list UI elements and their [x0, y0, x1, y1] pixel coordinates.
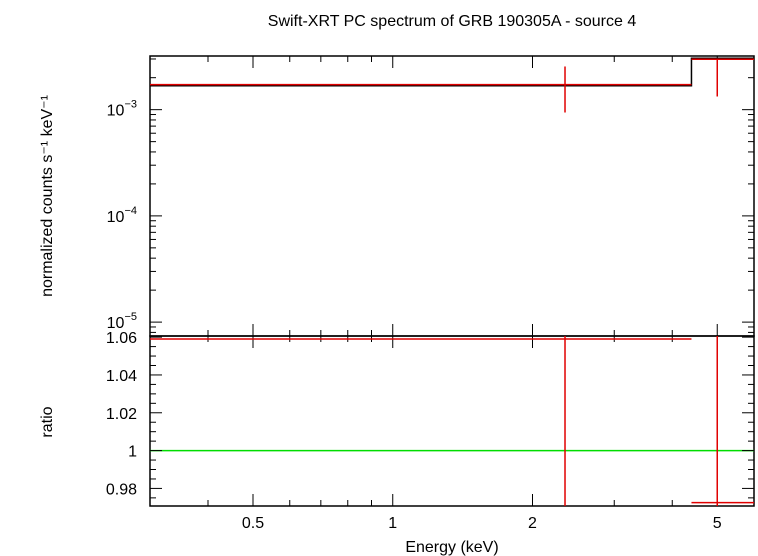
- y-tick-label: 10−3: [107, 99, 137, 120]
- top-y-ticks: 10−3 10−4 10−5: [107, 58, 754, 333]
- spectrum-data: [150, 58, 754, 113]
- x-tick-label: 5: [713, 515, 722, 532]
- model-step: [150, 57, 754, 87]
- bottom-y-ticks: 1.06 1.04 1.02 1 0.98: [106, 330, 754, 498]
- y-tick-label: 0.98: [106, 481, 137, 498]
- bottom-y-axis-label: ratio: [39, 406, 56, 437]
- top-x-ticks: [149, 56, 755, 336]
- top-y-axis-label: normalized counts s⁻¹ keV⁻¹: [39, 95, 56, 297]
- bottom-x-ticks: 0.5 1 2 5: [149, 336, 755, 532]
- top-panel: 10−3 10−4 10−5 normalized counts s⁻¹ keV⁻¹: [39, 55, 755, 337]
- x-tick-label: 1: [388, 515, 397, 532]
- y-tick-label: 10−4: [107, 205, 137, 226]
- y-tick-label: 1.06: [106, 330, 137, 347]
- bottom-panel: 1.06 1.04 1.02 1 0.98 0.5 1 2 5 ratio Energy (k…: [39, 330, 755, 556]
- x-tick-label: 2: [528, 515, 537, 532]
- y-tick-label: 1.02: [106, 406, 137, 423]
- ratio-data: [150, 336, 754, 506]
- x-tick-label: 0.5: [242, 515, 264, 532]
- top-panel-frame: [149, 55, 755, 337]
- y-tick-label: 1: [128, 444, 137, 461]
- y-tick-label: 1.04: [106, 368, 137, 385]
- bottom-panel-frame: [149, 335, 755, 507]
- x-axis-label: Energy (keV): [405, 539, 498, 556]
- model-curve: [150, 57, 754, 87]
- chart-title: Swift-XRT PC spectrum of GRB 190305A - s…: [268, 13, 637, 30]
- y-tick-label: 10−5: [107, 311, 137, 332]
